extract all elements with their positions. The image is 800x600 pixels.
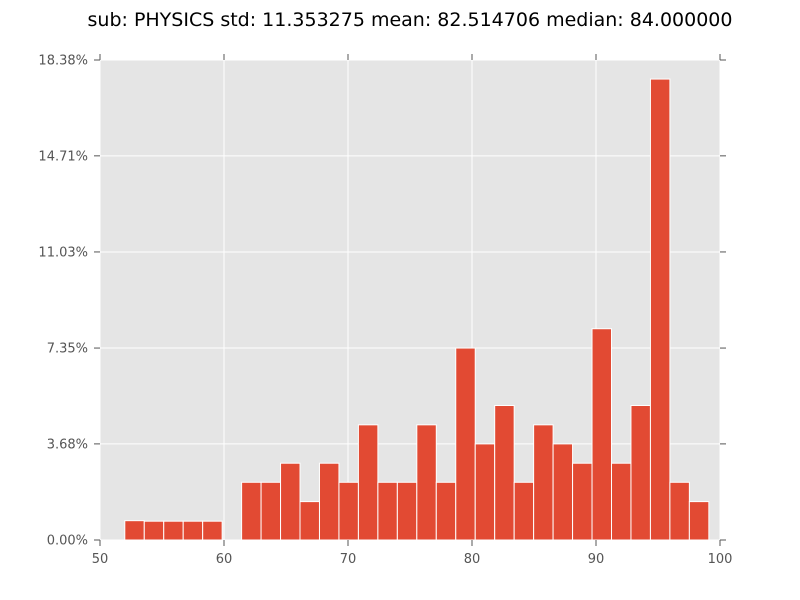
histogram-bar [338,481,359,541]
histogram-bar [630,405,651,541]
histogram-bar [202,520,223,541]
histogram-bars [124,78,710,541]
x-tick-label: 80 [464,552,481,567]
histogram-bar [494,405,515,541]
x-tick-label: 70 [340,552,357,567]
histogram-bar [416,424,437,541]
histogram-bar [241,481,262,541]
histogram-bar [572,462,593,541]
histogram-bar [455,347,476,541]
histogram-bar [513,481,535,541]
histogram-bar [163,520,184,541]
histogram-bar [669,481,690,541]
histogram-bar [377,481,398,541]
y-tick-label: 18.38% [38,54,88,69]
y-tick-label: 11.03% [38,245,88,260]
histogram-bar [260,481,282,541]
histogram-bar [124,520,145,541]
y-tick-label: 3.68% [47,437,88,452]
histogram-bar [611,462,632,541]
histogram-bar [182,520,204,541]
y-tick-label: 0.00% [47,534,88,549]
histogram-bar [649,78,671,541]
y-tick-label: 14.71% [38,149,88,164]
plot-background [100,60,720,540]
x-tick-label: 100 [708,552,733,567]
histogram-bar [435,481,457,541]
y-tick-label: 7.35% [47,342,88,357]
x-tick-label: 50 [92,552,109,567]
x-tick-label: 60 [216,552,233,567]
histogram-bar [143,520,165,541]
histogram-bar [591,328,612,541]
histogram-bar [533,424,554,541]
histogram-bar [280,462,301,541]
x-axis-tick-labels: 50 60 70 80 90 100 [92,552,733,567]
histogram-bar [318,462,340,541]
axis-ticks [94,54,726,546]
histogram-bar [552,443,574,541]
y-axis-tick-labels: 0.00% 3.68% 7.35% 11.03% 14.71% 18.38% [38,54,88,549]
histogram-bar [474,443,496,541]
histogram-bar [396,481,418,541]
histogram-bar [357,424,379,541]
chart-title: sub: PHYSICS std: 11.353275 mean: 82.514… [87,9,733,31]
histogram-bar [299,501,320,541]
histogram-bar [688,501,710,541]
x-tick-label: 90 [588,552,605,567]
